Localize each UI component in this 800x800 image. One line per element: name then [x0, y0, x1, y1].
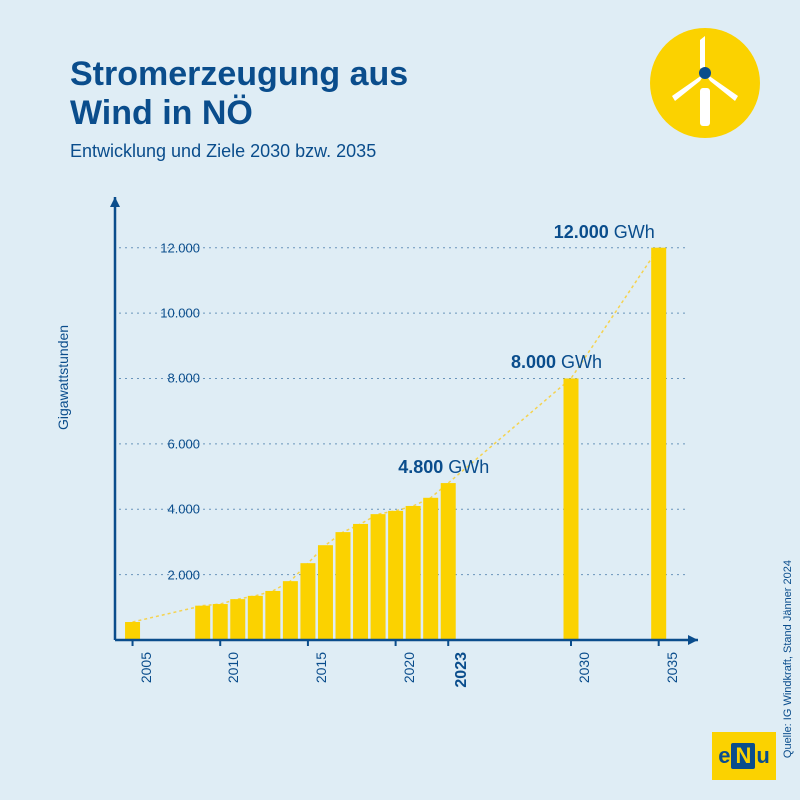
- x-tick-label: 2015: [313, 652, 329, 683]
- bar-chart: [110, 195, 700, 665]
- x-tick-label: 2010: [225, 652, 241, 683]
- value-callout: 8.000 GWh: [511, 352, 602, 373]
- value-callout: 4.800 GWh: [398, 457, 489, 478]
- logo-letter-u: u: [756, 743, 769, 769]
- x-tick-label: 2030: [576, 652, 592, 683]
- enu-logo: eNu: [712, 732, 776, 780]
- chart-svg: [110, 195, 700, 665]
- y-tick-label: 10.000: [160, 306, 200, 321]
- source-citation: Quelle: IG Windkraft, Stand Jänner 2024: [782, 560, 794, 758]
- header: Stromerzeugung aus Wind in NÖ Entwicklun…: [70, 55, 620, 162]
- y-axis-title: Gigawattstunden: [55, 325, 71, 430]
- logo-letter-n: N: [731, 743, 755, 769]
- page-title: Stromerzeugung aus Wind in NÖ: [70, 55, 620, 133]
- y-tick-label: 4.000: [167, 502, 200, 517]
- value-callout: 12.000 GWh: [554, 222, 655, 243]
- x-tick-label: 2005: [138, 652, 154, 683]
- y-tick-label: 2.000: [167, 567, 200, 582]
- x-tick-label: 2020: [401, 652, 417, 683]
- y-tick-label: 12.000: [160, 240, 200, 255]
- y-tick-label: 8.000: [167, 371, 200, 386]
- page-subtitle: Entwicklung und Ziele 2030 bzw. 2035: [70, 141, 620, 162]
- x-tick-label: 2023: [453, 652, 471, 688]
- title-line-2: Wind in NÖ: [70, 94, 253, 132]
- wind-turbine-icon: [650, 28, 760, 138]
- title-line-1: Stromerzeugung aus: [70, 55, 408, 93]
- y-tick-label: 6.000: [167, 436, 200, 451]
- logo-letter-e: e: [718, 743, 730, 769]
- x-tick-label: 2035: [664, 652, 680, 683]
